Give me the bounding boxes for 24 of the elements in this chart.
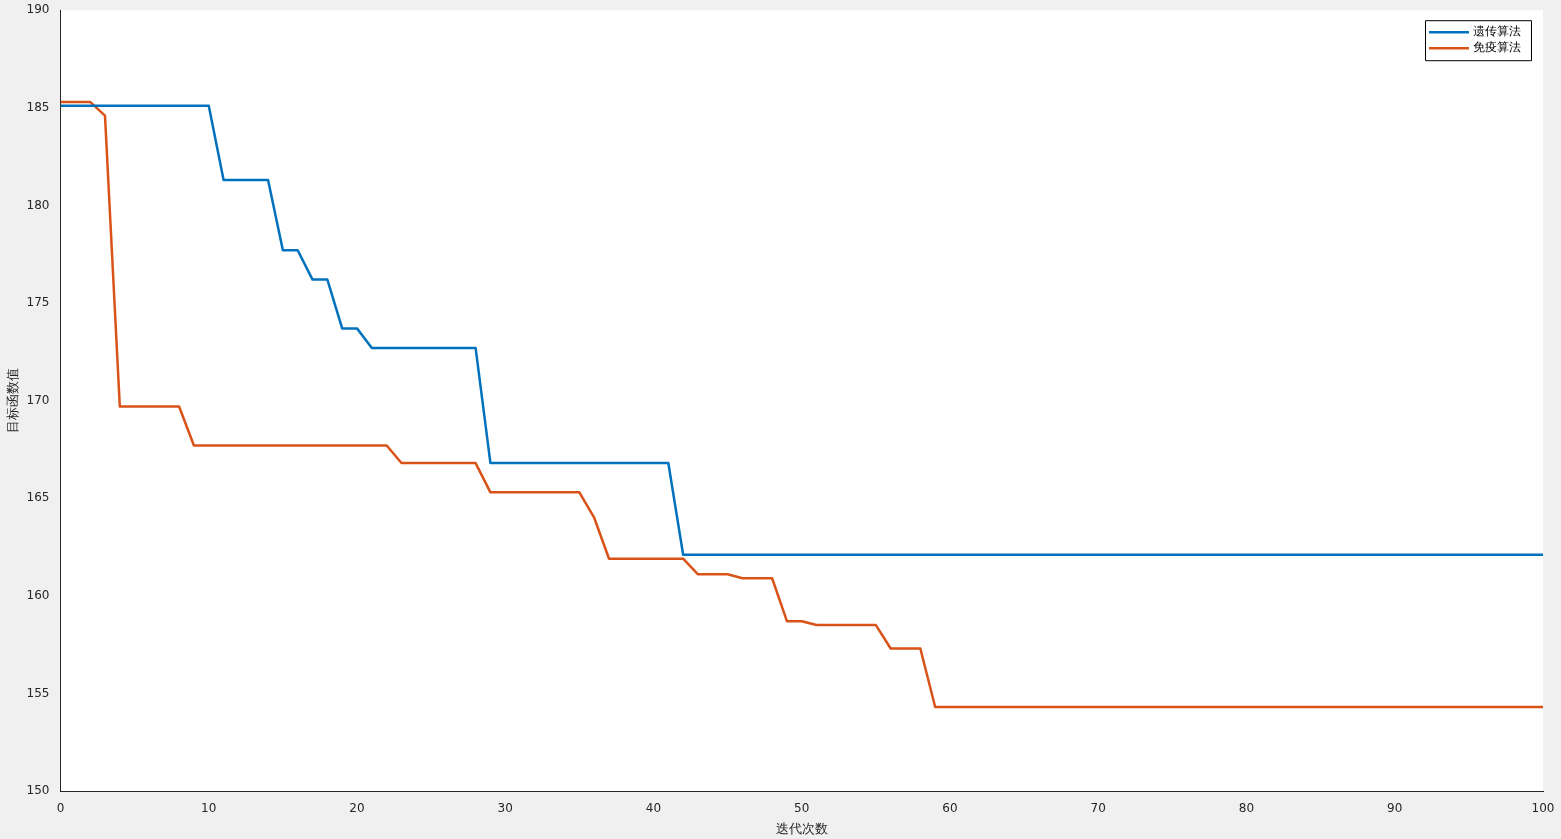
x-tick-label: 0	[56, 801, 65, 816]
y-tick-label: 165	[26, 490, 50, 505]
y-tick-label: 155	[26, 685, 50, 700]
x-tick-label: 100	[1531, 801, 1555, 816]
x-tick-label: 60	[942, 801, 958, 816]
x-tick-label: 30	[497, 801, 513, 816]
y-tick-label: 175	[26, 295, 50, 310]
y-tick-label: 170	[26, 392, 50, 407]
legend-label: 免疫算法	[1473, 40, 1521, 55]
x-tick-label: 20	[349, 801, 365, 816]
y-tick-label: 190	[26, 2, 50, 17]
x-axis-title: 迭代次数	[775, 820, 828, 836]
y-tick-label: 180	[26, 197, 50, 212]
y-axis-title: 目标函数值	[5, 368, 21, 434]
x-tick-label: 50	[794, 801, 810, 816]
x-tick-label: 40	[645, 801, 662, 816]
x-tick-label: 10	[201, 801, 217, 816]
x-tick-label: 80	[1238, 801, 1255, 816]
x-tick-label: 90	[1387, 801, 1403, 816]
x-tick-label: 70	[1090, 801, 1106, 816]
y-tick-label: 185	[26, 99, 50, 114]
legend-label: 遗传算法	[1473, 24, 1521, 39]
y-tick-label: 160	[26, 587, 50, 602]
y-tick-label: 150	[26, 783, 50, 798]
